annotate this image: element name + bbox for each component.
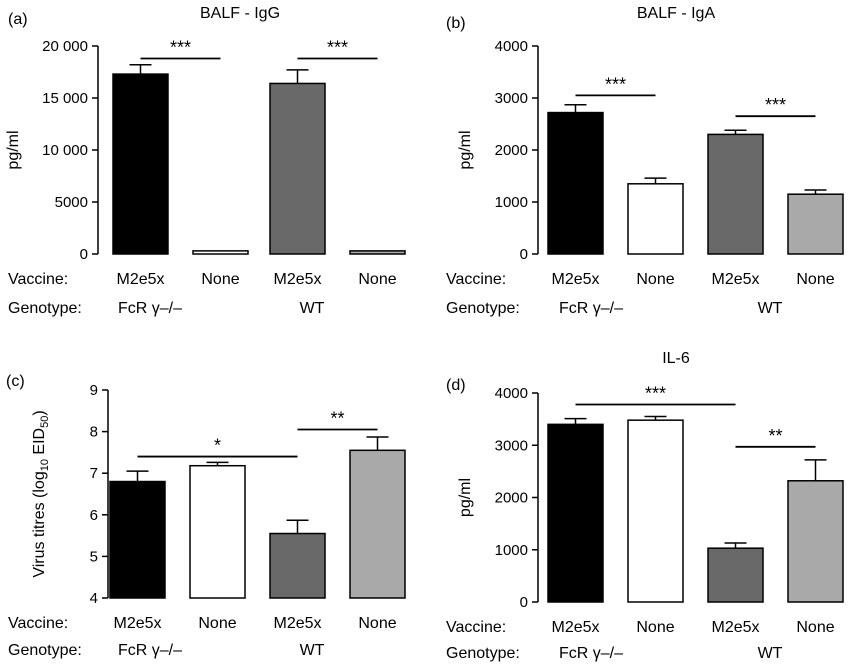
- significance-label: **: [330, 409, 344, 429]
- x-category-label: None: [198, 615, 236, 632]
- y-tick-label: 15 000: [42, 90, 88, 107]
- significance-label: ***: [170, 37, 191, 57]
- y-tick-label: 0: [80, 246, 88, 263]
- y-axis-label-part: Virus titres (log: [31, 471, 48, 577]
- bar-3: [707, 133, 764, 255]
- genotype-row-label: Genotype:: [446, 645, 520, 662]
- bar-4: [349, 449, 406, 599]
- genotype-row-label: Genotype:: [8, 300, 82, 317]
- x-category-label: None: [358, 271, 396, 288]
- y-tick-label: 2000: [495, 142, 528, 159]
- bar-4: [787, 480, 844, 603]
- x-category-label: M2e5x: [551, 619, 599, 636]
- y-tick-label: 4000: [495, 385, 528, 402]
- y-tick-label: 20 000: [42, 38, 88, 55]
- x-category-label: M2e5x: [711, 271, 759, 288]
- bar-3: [707, 547, 764, 603]
- x-category-label: None: [796, 271, 834, 288]
- y-tick-label: 4: [90, 590, 98, 607]
- chart-title: BALF - IgA: [637, 5, 716, 22]
- genotype-label: WT: [758, 300, 783, 317]
- significance-label: ***: [645, 383, 666, 403]
- y-tick-label: 6: [90, 507, 98, 524]
- genotype-row-label: Genotype:: [8, 642, 82, 659]
- bar-1: [547, 111, 604, 255]
- bar-2: [627, 419, 684, 603]
- x-category-label: M2e5x: [273, 615, 321, 632]
- x-category-label: M2e5x: [551, 271, 599, 288]
- y-tick-label: 3000: [495, 437, 528, 454]
- x-category-label: None: [636, 271, 674, 288]
- panel-label: (b): [446, 15, 466, 32]
- y-tick-label: 0: [520, 246, 528, 263]
- significance-label: *: [214, 436, 221, 456]
- x-category-label: None: [796, 619, 834, 636]
- vaccine-row-label: Vaccine:: [446, 271, 506, 288]
- y-axis-label: pg/ml: [5, 130, 22, 169]
- significance-label: ***: [605, 74, 626, 94]
- bar-4: [787, 193, 844, 255]
- significance-label: ***: [765, 95, 786, 115]
- x-category-label: M2e5x: [116, 271, 164, 288]
- panel-label: (d): [446, 377, 466, 394]
- y-tick-label: 5: [90, 548, 98, 565]
- bar-2: [627, 183, 684, 255]
- chart-panel-1: (a) BALF - IgG 0 5000 10 000 15 000 20 000 pg/m…: [5, 5, 406, 317]
- chart-title: BALF - IgG: [200, 5, 280, 22]
- y-axis-label: Virus titres (log10 EID50): [31, 410, 51, 577]
- chart-panel-4: (d)IL-601000200030004000pg/ml*****Vaccin…: [446, 350, 844, 662]
- y-tick-label: 2000: [495, 490, 528, 507]
- bar-1: [112, 73, 169, 255]
- y-axis-label-sub: 10: [39, 459, 51, 471]
- vaccine-row-label: Vaccine:: [446, 619, 506, 636]
- x-category-label: None: [636, 619, 674, 636]
- x-category-label: None: [358, 615, 396, 632]
- bar-1: [547, 423, 604, 603]
- bar-1: [109, 480, 166, 599]
- bar-2: [189, 464, 246, 599]
- y-tick-label: 3000: [495, 90, 528, 107]
- significance-label: ***: [327, 37, 348, 57]
- genotype-row-label: Genotype:: [446, 300, 520, 317]
- y-axis-label-sub: 50: [39, 416, 51, 428]
- x-category-label: None: [201, 271, 239, 288]
- bar-3: [269, 82, 326, 255]
- chart-panel-2: (b) BALF - IgA 0 1000 2000 3000 4000 pg/ml *** **…: [446, 5, 844, 317]
- genotype-label: FcR γ–/–: [118, 642, 182, 659]
- bar-3: [269, 532, 326, 599]
- genotype-label: FcR γ–/–: [559, 645, 623, 662]
- vaccine-row-label: Vaccine:: [8, 271, 68, 288]
- y-axis-label: pg/ml: [457, 478, 474, 517]
- bar-4: [349, 250, 406, 255]
- x-category-label: M2e5x: [113, 615, 161, 632]
- x-category-label: M2e5x: [273, 271, 321, 288]
- bar-2: [192, 250, 249, 255]
- panel-label: (c): [6, 373, 25, 390]
- y-axis-label-part: ): [31, 410, 48, 415]
- genotype-label: WT: [758, 645, 783, 662]
- significance-label: **: [768, 426, 782, 446]
- genotype-label: WT: [300, 300, 325, 317]
- y-tick-label: 1000: [495, 194, 528, 211]
- panel-label: (a): [8, 11, 28, 28]
- y-tick-label: 10 000: [42, 142, 88, 159]
- y-tick-label: 9: [90, 382, 98, 399]
- vaccine-row-label: Vaccine:: [8, 615, 68, 632]
- genotype-label: FcR γ–/–: [118, 300, 182, 317]
- y-tick-label: 1000: [495, 542, 528, 559]
- y-tick-label: 8: [90, 424, 98, 441]
- y-tick-label: 5000: [55, 194, 88, 211]
- y-tick-label: 0: [520, 594, 528, 611]
- genotype-label: WT: [300, 642, 325, 659]
- x-category-label: M2e5x: [711, 619, 759, 636]
- y-tick-label: 4000: [495, 38, 528, 55]
- y-axis-label-part: EID: [31, 428, 48, 459]
- y-axis-label: pg/ml: [457, 130, 474, 169]
- chart-title: IL-6: [662, 350, 690, 367]
- y-tick-label: 7: [90, 465, 98, 482]
- genotype-label: FcR γ–/–: [559, 300, 623, 317]
